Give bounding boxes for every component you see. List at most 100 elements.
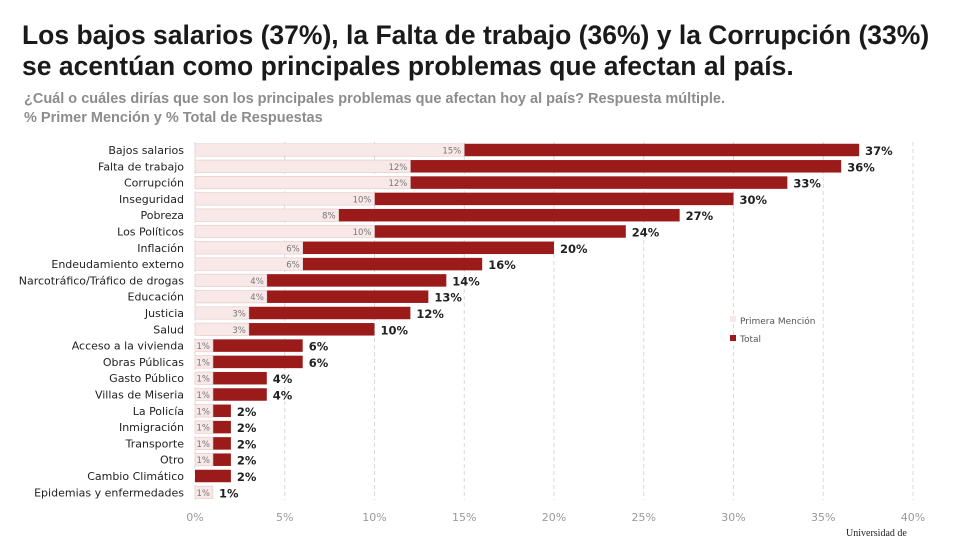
category-label: Transporte bbox=[125, 437, 185, 450]
x-tick-label: 25% bbox=[632, 511, 656, 524]
total-label: 6% bbox=[309, 340, 329, 354]
bar-primera-mencion bbox=[194, 192, 375, 206]
first-mention-label: 10% bbox=[353, 195, 372, 205]
category-label: Gasto Público bbox=[109, 372, 184, 385]
first-mention-label: 12% bbox=[388, 163, 407, 173]
bar-primera-mencion bbox=[194, 371, 214, 385]
first-mention-label: 1% bbox=[196, 342, 210, 352]
total-label: 10% bbox=[381, 323, 409, 337]
bar-primera-mencion bbox=[194, 257, 303, 271]
total-label: 24% bbox=[632, 226, 660, 240]
bar-primera-mencion bbox=[194, 453, 214, 467]
category-label: Inflación bbox=[137, 242, 184, 255]
first-mention-label: 1% bbox=[196, 375, 210, 385]
bar-primera-mencion bbox=[194, 208, 339, 222]
first-mention-label: 6% bbox=[286, 244, 300, 254]
first-mention-label: 3% bbox=[232, 310, 246, 320]
category-label: Bajos salarios bbox=[108, 144, 184, 157]
first-mention-label: 3% bbox=[232, 326, 246, 336]
first-mention-label: 1% bbox=[196, 407, 210, 417]
bar-primera-mencion bbox=[194, 322, 250, 336]
total-label: 1% bbox=[219, 486, 239, 500]
category-label: Pobreza bbox=[140, 209, 184, 222]
first-mention-label: 1% bbox=[196, 391, 210, 401]
first-mention-label: 1% bbox=[196, 489, 210, 499]
chart-subtitle: ¿Cuál o cuáles dirías que son los princi… bbox=[24, 90, 725, 128]
bar-primera-mencion bbox=[194, 273, 268, 287]
total-label: 2% bbox=[237, 405, 257, 419]
total-label: 37% bbox=[865, 144, 893, 158]
measure-text: % Primer Mención y % Total de Respuestas bbox=[24, 110, 323, 126]
first-mention-label: 1% bbox=[196, 424, 210, 434]
legend-swatch-primera bbox=[730, 316, 736, 322]
category-label: Obras Públicas bbox=[103, 356, 184, 369]
category-label: La Policía bbox=[133, 405, 184, 418]
category-label: Salud bbox=[153, 323, 184, 336]
total-label: 14% bbox=[452, 274, 480, 288]
bar-primera-mencion bbox=[194, 306, 250, 320]
x-tick-label: 35% bbox=[811, 511, 835, 524]
first-mention-label: 4% bbox=[250, 293, 264, 303]
category-label: Inmigración bbox=[119, 421, 184, 434]
bar-total bbox=[195, 355, 303, 369]
legend-swatch-total bbox=[730, 335, 736, 341]
category-label: Inseguridad bbox=[119, 193, 184, 206]
bar-primera-mencion bbox=[194, 176, 411, 190]
bar-primera-mencion bbox=[194, 420, 214, 434]
total-label: 4% bbox=[273, 389, 293, 403]
category-label: Corrupción bbox=[124, 177, 184, 190]
category-label: Justicia bbox=[144, 307, 184, 320]
bar-primera-mencion bbox=[194, 159, 411, 173]
category-label: Cambio Climático bbox=[87, 470, 184, 483]
first-mention-label: 4% bbox=[250, 277, 264, 287]
total-label: 13% bbox=[434, 291, 462, 305]
total-label: 36% bbox=[847, 160, 875, 174]
total-label: 16% bbox=[488, 258, 516, 272]
bar-primera-mencion bbox=[194, 339, 214, 353]
x-tick-label: 20% bbox=[542, 511, 566, 524]
x-tick-label: 15% bbox=[452, 511, 476, 524]
x-tick-label: 30% bbox=[721, 511, 745, 524]
x-tick-label: 0% bbox=[186, 511, 203, 524]
x-tick-label: 10% bbox=[362, 511, 386, 524]
total-label: 2% bbox=[237, 421, 257, 435]
bar-primera-mencion bbox=[194, 355, 214, 369]
total-label: 20% bbox=[560, 242, 588, 256]
title-line-1: Los bajos salarios (37%), la Falta de tr… bbox=[22, 20, 930, 50]
total-label: 2% bbox=[237, 454, 257, 468]
first-mention-label: 12% bbox=[388, 179, 407, 189]
total-label: 6% bbox=[309, 356, 329, 370]
total-label: 27% bbox=[686, 209, 714, 223]
category-label: Endeudamiento externo bbox=[51, 258, 184, 271]
bar-primera-mencion bbox=[194, 436, 214, 450]
first-mention-label: 1% bbox=[196, 358, 210, 368]
bar-primera-mencion bbox=[194, 387, 214, 402]
total-label: 33% bbox=[793, 177, 821, 191]
bar-total bbox=[195, 339, 303, 352]
total-label: 12% bbox=[416, 307, 444, 321]
category-label: Epidemias y enfermedades bbox=[34, 486, 184, 499]
category-label: Educación bbox=[128, 291, 185, 304]
first-mention-label: 15% bbox=[442, 147, 461, 157]
category-label: Narcotráfico/Tráfico de drogas bbox=[19, 274, 185, 287]
first-mention-label: 1% bbox=[196, 456, 210, 466]
bar-primera-mencion bbox=[194, 290, 268, 304]
total-label: 2% bbox=[237, 437, 257, 451]
chart-title: Los bajos salarios (37%), la Falta de tr… bbox=[22, 20, 929, 82]
first-mention-label: 10% bbox=[353, 228, 372, 238]
total-label: 2% bbox=[237, 470, 257, 484]
first-mention-label: 6% bbox=[286, 261, 300, 271]
bar-primera-mencion bbox=[194, 485, 214, 499]
first-mention-label: 8% bbox=[322, 212, 336, 222]
category-label: Los Políticos bbox=[117, 226, 184, 239]
category-label: Falta de trabajo bbox=[98, 160, 184, 173]
bar-total bbox=[195, 469, 231, 483]
bar-primera-mencion bbox=[194, 241, 303, 255]
legend-primera-mencion: Primera Mención bbox=[740, 316, 816, 327]
title-line-2: se acentúan como principales problemas q… bbox=[22, 51, 794, 81]
x-tick-label: 5% bbox=[276, 511, 293, 524]
category-label: Acceso a la vivienda bbox=[72, 340, 184, 353]
category-label: Otro bbox=[160, 454, 184, 467]
category-label: Villas de Miseria bbox=[95, 389, 184, 402]
